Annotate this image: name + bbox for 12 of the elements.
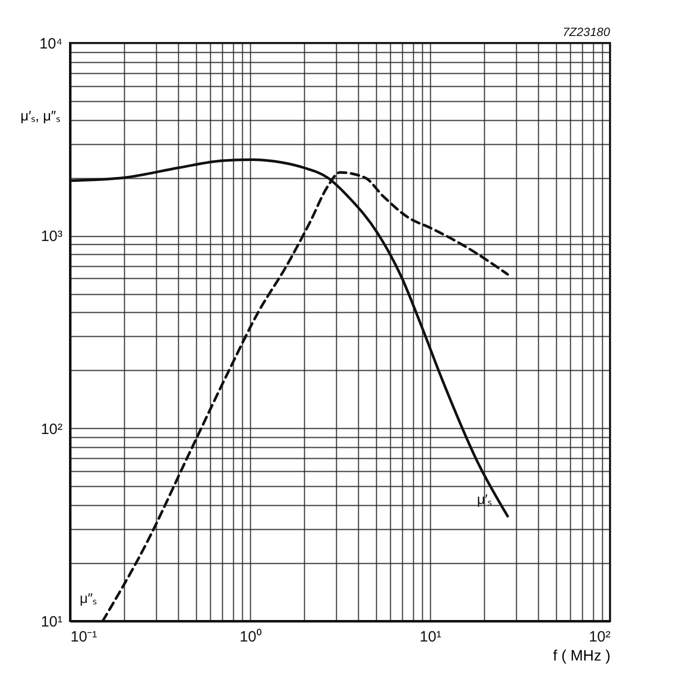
text: 7Z23180 [562, 25, 610, 39]
y-tick-label: 10¹ [40, 614, 62, 630]
y-tick-label: 10² [40, 420, 62, 438]
x-tick-label: 10¹ [420, 628, 442, 646]
x-tick-label: 10² [588, 628, 610, 646]
x-tick-label: 10⁰ [240, 628, 262, 646]
y-tick-label: 10³ [40, 228, 62, 246]
y-tick-label: 10⁴ [39, 36, 62, 52]
y-axis-title: μ′ₛ, μ″ₛ [20, 108, 60, 124]
x-tick-label: 10⁻¹ [70, 628, 98, 646]
series-label: μ″ₛ [80, 590, 97, 606]
x-axis-title: f ( MHz ) [553, 648, 610, 664]
